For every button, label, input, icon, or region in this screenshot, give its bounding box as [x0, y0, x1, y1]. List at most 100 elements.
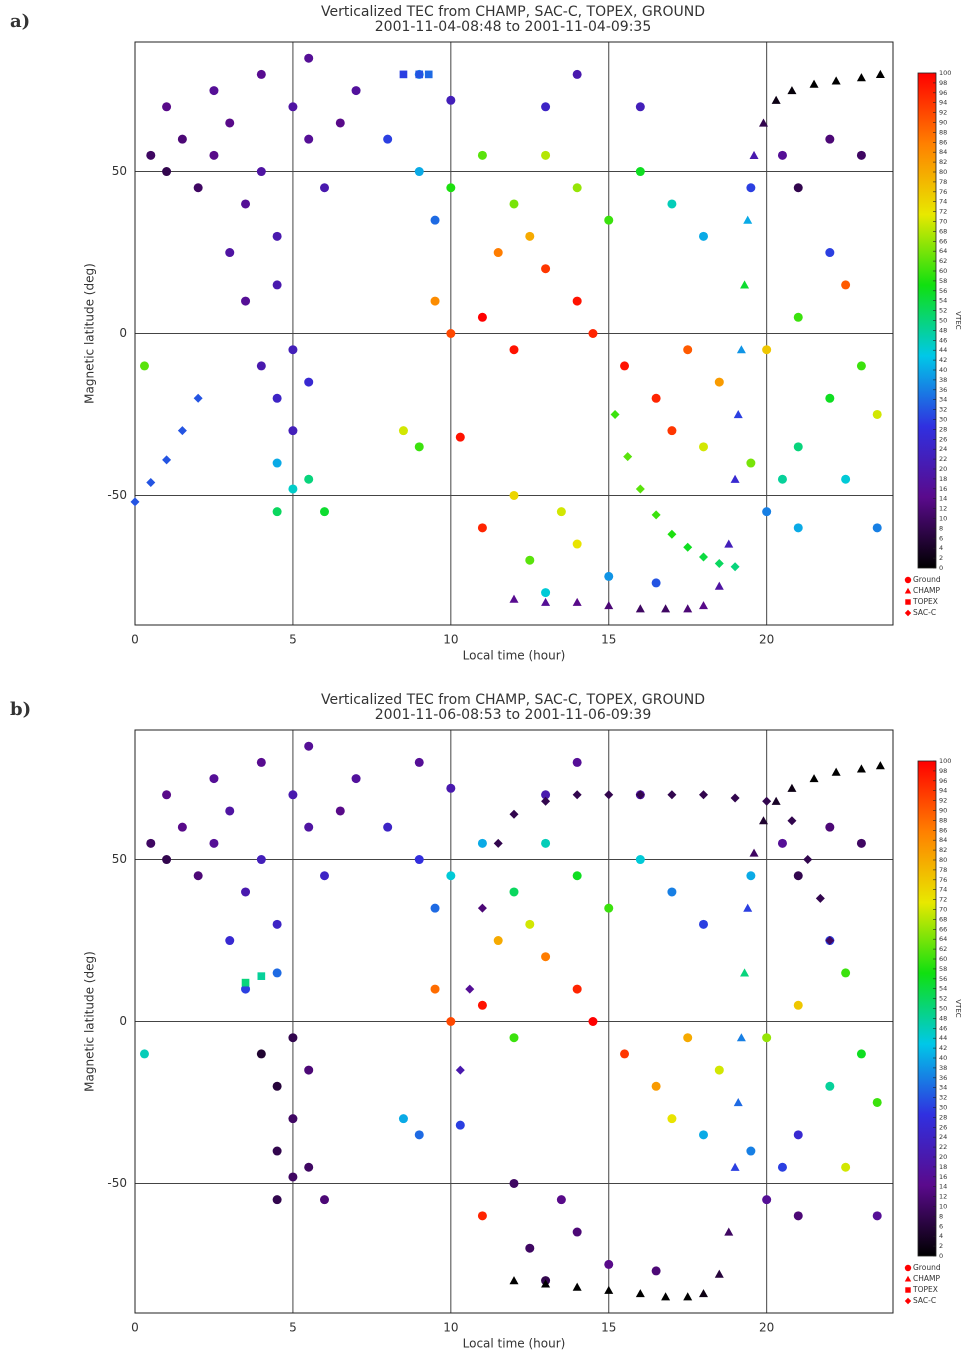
data-point — [288, 1114, 298, 1124]
colorbar-tick-label: 100 — [939, 69, 951, 77]
data-point — [856, 764, 866, 773]
colorbar-tick-label: 60 — [939, 267, 947, 275]
colorbar-tick-label: 58 — [939, 277, 947, 285]
data-point — [793, 183, 803, 193]
data-point — [809, 774, 819, 783]
data-point — [241, 984, 251, 994]
data-point — [556, 507, 566, 517]
y-tick-label: 0 — [119, 326, 127, 340]
data-point — [762, 345, 772, 355]
data-point — [509, 1178, 519, 1188]
data-point — [430, 984, 440, 994]
data-point — [272, 1081, 282, 1091]
data-point — [667, 1114, 677, 1124]
data-point — [733, 1097, 743, 1107]
colorbar-label: VTEC — [954, 999, 962, 1017]
data-point — [162, 167, 172, 177]
data-point — [661, 604, 671, 613]
colorbar-tick-label: 96 — [939, 777, 947, 785]
colorbar-tick-label: 92 — [939, 797, 947, 805]
data-point — [588, 1017, 598, 1026]
colorbar-tick-label: 32 — [939, 406, 947, 414]
data-point — [139, 1049, 149, 1059]
data-point — [875, 761, 885, 770]
data-point — [762, 1195, 772, 1205]
data-point — [777, 838, 787, 848]
data-point — [825, 1081, 835, 1091]
chart-title: Verticalized TEC from CHAMP, SAC-C, TOPE… — [321, 692, 705, 708]
data-point — [661, 1292, 671, 1301]
data-point — [620, 361, 630, 371]
data-point — [146, 477, 156, 487]
data-point — [288, 1033, 298, 1043]
data-point — [825, 248, 835, 258]
data-point — [777, 1162, 787, 1172]
data-point — [841, 280, 851, 290]
data-point — [604, 601, 614, 610]
data-point — [272, 507, 282, 517]
colorbar-tick-label: 6 — [939, 1222, 943, 1230]
data-point — [446, 871, 456, 881]
data-point — [831, 767, 841, 776]
plot-frame — [134, 729, 894, 1314]
data-point — [509, 490, 519, 500]
data-point — [872, 523, 882, 533]
data-point — [446, 1017, 456, 1026]
x-tick-label: 10 — [443, 633, 458, 647]
data-point — [604, 571, 614, 581]
data-point — [620, 1049, 630, 1059]
data-point — [541, 597, 551, 606]
data-point — [803, 855, 813, 865]
colorbar-tick-label: 60 — [939, 955, 947, 963]
data-point — [525, 231, 535, 241]
data-point — [351, 86, 361, 96]
colorbar-tick-label: 50 — [939, 1005, 947, 1013]
data-point — [683, 542, 693, 552]
colorbar-tick-label: 82 — [939, 846, 947, 854]
data-point — [256, 1049, 266, 1059]
data-point — [193, 871, 203, 881]
colorbar-tick-label: 90 — [939, 807, 947, 815]
data-point — [759, 118, 769, 127]
data-point — [493, 838, 503, 848]
colorbar-tick-label: 52 — [939, 995, 947, 1003]
data-point — [856, 838, 866, 848]
legend-marker — [904, 1297, 912, 1305]
colorbar-tick-label: 76 — [939, 876, 947, 884]
x-tick-label: 5 — [289, 1321, 297, 1335]
data-point — [699, 231, 708, 241]
colorbar-tick-label: 46 — [939, 1024, 947, 1032]
data-point — [771, 796, 781, 805]
data-point — [714, 1065, 724, 1075]
data-point — [541, 102, 551, 112]
y-tick-label: -50 — [107, 1176, 127, 1190]
data-point — [288, 426, 298, 436]
data-point — [787, 783, 797, 792]
colorbar-tick-label: 24 — [939, 445, 947, 453]
data-point — [430, 903, 440, 913]
data-point — [699, 442, 708, 452]
data-point — [272, 280, 282, 290]
colorbar-tick-label: 18 — [939, 475, 947, 483]
colorbar-tick-label: 24 — [939, 1133, 947, 1141]
data-point — [831, 76, 841, 85]
data-point — [351, 774, 361, 784]
data-point — [651, 510, 661, 520]
data-point — [541, 952, 551, 962]
data-point — [762, 507, 772, 517]
data-point — [430, 215, 440, 225]
colorbar-tick-label: 68 — [939, 227, 947, 235]
colorbar-tick-label: 98 — [939, 79, 947, 87]
data-point — [414, 167, 424, 177]
data-point — [477, 523, 487, 533]
data-point — [288, 102, 298, 112]
legend-marker — [904, 576, 912, 584]
data-point — [446, 95, 456, 105]
colorbar-tick-label: 86 — [939, 826, 947, 834]
data-point — [841, 968, 851, 978]
chart-subtitle: 2001-11-06-08:53 to 2001-11-06-09:39 — [375, 707, 651, 723]
colorbar-tick-label: 92 — [939, 109, 947, 117]
data-point — [793, 312, 803, 322]
data-point — [525, 919, 535, 929]
data-point — [572, 984, 582, 994]
